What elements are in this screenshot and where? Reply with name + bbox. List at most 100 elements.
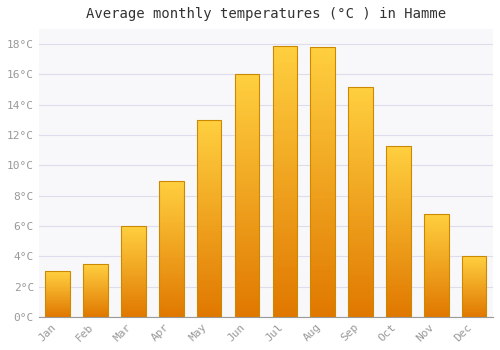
Bar [310,54,335,57]
Bar [348,231,373,233]
Bar [46,282,70,283]
Bar [348,248,373,251]
Bar [234,132,260,135]
Bar [159,281,184,283]
Bar [197,290,222,292]
Bar [46,271,70,272]
Bar [197,120,222,122]
Bar [159,289,184,291]
Bar [121,256,146,257]
Bar [424,214,448,215]
Bar [462,273,486,274]
Bar [424,258,448,259]
Bar [121,308,146,309]
Bar [159,285,184,286]
Bar [462,279,486,280]
Bar [386,167,410,169]
Bar [310,283,335,287]
Bar [310,81,335,84]
Bar [121,229,146,231]
Bar [159,199,184,201]
Bar [234,102,260,105]
Bar [234,274,260,278]
Bar [159,193,184,194]
Bar [462,294,486,295]
Bar [46,315,70,316]
Bar [84,270,108,271]
Bar [272,158,297,161]
Bar [424,273,448,274]
Bar [310,223,335,226]
Bar [424,250,448,251]
Bar [197,275,222,278]
Bar [424,223,448,224]
Bar [386,169,410,171]
Bar [424,304,448,305]
Bar [462,274,486,275]
Bar [121,262,146,264]
Bar [310,246,335,250]
Bar [84,281,108,282]
Bar [272,249,297,252]
Bar [424,259,448,260]
Bar [424,314,448,315]
Bar [46,297,70,298]
Bar [121,303,146,304]
Bar [84,309,108,310]
Bar [272,273,297,276]
Bar [121,247,146,248]
Bar [84,286,108,287]
Bar [84,314,108,315]
Bar [197,231,222,233]
Bar [272,86,297,90]
Bar [462,278,486,279]
Bar [462,313,486,314]
Bar [462,261,486,262]
Bar [272,232,297,236]
Bar [348,92,373,95]
Bar [84,276,108,277]
Bar [121,237,146,238]
Bar [84,285,108,286]
Bar [386,231,410,233]
Bar [310,266,335,270]
Bar [310,51,335,54]
Bar [424,271,448,272]
Bar [121,245,146,246]
Bar [46,287,70,288]
Bar [348,182,373,184]
Bar [462,296,486,297]
Bar [234,174,260,177]
Bar [348,86,373,90]
Bar [386,257,410,259]
Bar [424,236,448,237]
Bar [424,274,448,275]
Bar [197,157,222,159]
Bar [159,266,184,267]
Bar [386,203,410,205]
Bar [121,234,146,235]
Bar [46,295,70,296]
Bar [84,294,108,295]
Bar [348,187,373,190]
Bar [348,110,373,112]
Bar [272,90,297,93]
Bar [159,238,184,240]
Bar [462,292,486,293]
Bar [84,291,108,292]
Bar [197,186,222,189]
Bar [386,308,410,310]
Bar [159,213,184,215]
Bar [121,231,146,232]
Bar [462,301,486,302]
Bar [197,162,222,164]
Bar [348,300,373,302]
Bar [121,288,146,289]
Bar [348,305,373,308]
Bar [197,204,222,206]
Bar [272,280,297,283]
Bar [348,228,373,231]
Bar [386,280,410,282]
Bar [424,269,448,271]
Bar [46,275,70,276]
